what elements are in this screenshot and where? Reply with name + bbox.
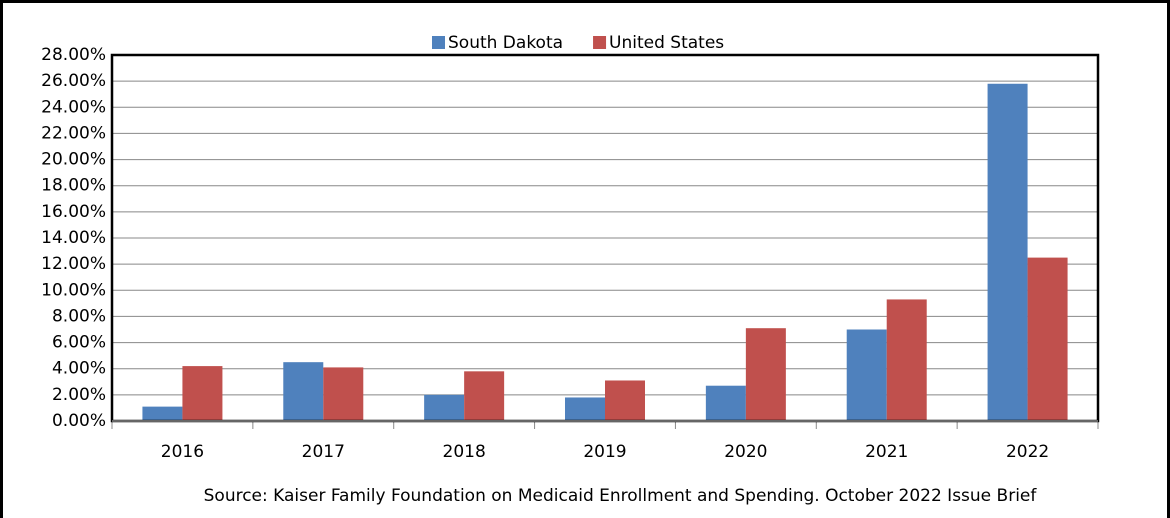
x-tick-label: 2021 bbox=[865, 442, 908, 462]
bar bbox=[745, 328, 786, 421]
legend-swatch bbox=[593, 36, 607, 49]
bar bbox=[846, 329, 887, 421]
x-tick-label: 2016 bbox=[161, 442, 204, 462]
y-tick-label: 6.00% bbox=[52, 333, 106, 353]
bar bbox=[182, 366, 223, 421]
bar bbox=[424, 394, 465, 421]
x-tick-label: 2017 bbox=[302, 442, 345, 462]
legend-swatch bbox=[432, 36, 445, 49]
bar bbox=[283, 362, 324, 421]
y-tick-label: 14.00% bbox=[41, 228, 106, 248]
legend-label: South Dakota bbox=[448, 33, 563, 53]
y-tick-label: 26.00% bbox=[41, 71, 106, 91]
bar bbox=[987, 83, 1028, 421]
legend-label: United States bbox=[609, 33, 724, 53]
bar bbox=[605, 380, 645, 421]
bar bbox=[464, 371, 505, 421]
bar bbox=[565, 397, 605, 421]
y-tick-label: 20.00% bbox=[41, 150, 106, 170]
bar bbox=[886, 299, 927, 421]
y-tick-label: 8.00% bbox=[52, 306, 106, 326]
x-tick-label: 2020 bbox=[724, 442, 767, 462]
y-tick-label: 16.00% bbox=[41, 202, 106, 222]
bar bbox=[1027, 257, 1068, 421]
y-tick-label: 10.00% bbox=[41, 280, 106, 300]
y-tick-label: 18.00% bbox=[41, 176, 106, 196]
bar bbox=[142, 406, 183, 421]
y-tick-label: 22.00% bbox=[41, 123, 106, 143]
x-tick-label: 2018 bbox=[443, 442, 486, 462]
y-tick-label: 12.00% bbox=[41, 254, 106, 274]
y-tick-label: 4.00% bbox=[52, 359, 106, 379]
bar bbox=[705, 385, 746, 421]
x-tick-label: 2019 bbox=[583, 442, 626, 462]
x-tick-label: 2022 bbox=[1006, 442, 1049, 462]
y-tick-label: 2.00% bbox=[52, 385, 106, 405]
y-tick-label: 0.00% bbox=[52, 411, 106, 431]
caption: Source: Kaiser Family Foundation on Medi… bbox=[204, 486, 1038, 506]
bar bbox=[323, 367, 364, 421]
y-tick-label: 24.00% bbox=[41, 97, 106, 117]
y-tick-label: 28.00% bbox=[41, 45, 106, 65]
